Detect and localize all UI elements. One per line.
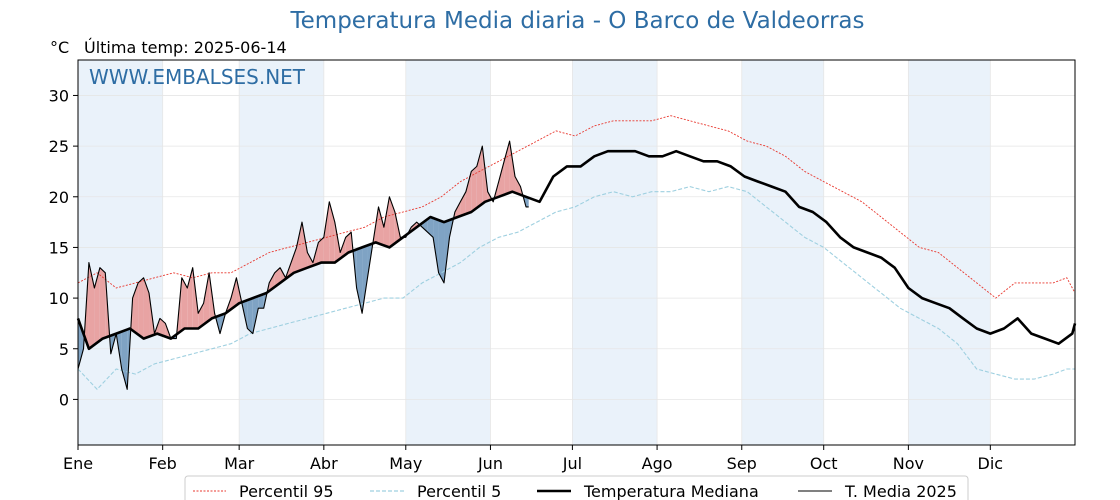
x-tick-label: May: [389, 454, 422, 473]
series-p95-line: [77, 115, 1076, 299]
x-tick-label: Jul: [562, 454, 582, 473]
series-lines: [76, 115, 1077, 391]
grid-lines: [77, 60, 1075, 445]
anomaly-area: [247, 298, 253, 334]
anomaly-area: [138, 277, 144, 339]
anomaly-area: [471, 166, 477, 212]
anomaly-area: [252, 296, 259, 334]
anomaly-area: [509, 141, 516, 193]
anomaly-area: [318, 237, 324, 264]
anomaly-area: [460, 191, 466, 217]
anomaly-area: [291, 247, 297, 275]
anomaly-area: [198, 303, 204, 329]
x-tick-label: Jun: [477, 454, 503, 473]
x-tick-label: Ene: [63, 454, 93, 473]
series-p5-line: [77, 186, 1075, 391]
anomaly-area: [187, 267, 193, 329]
anomaly-area: [504, 141, 510, 195]
anomaly-area: [181, 277, 188, 331]
anomaly-area: [515, 176, 521, 195]
anomaly-area: [230, 277, 237, 310]
anomaly-area: [323, 201, 330, 263]
y-unit-label: °C: [50, 38, 70, 57]
y-tick-label: 15: [49, 238, 69, 257]
anomaly-area: [378, 206, 384, 246]
legend-t2025-label: T. Media 2025: [844, 482, 957, 500]
anomaly-area: [94, 267, 100, 345]
y-tick-label: 30: [49, 86, 69, 105]
legend: Percentil 95 Percentil 5 Temperatura Med…: [184, 475, 969, 500]
x-axis: Ene Feb Mar Abr May Jun Jul Ago Sep Oct Nov Dic: [63, 445, 1003, 473]
legend-median-label: Temperatura Mediana: [583, 482, 759, 500]
anomaly-area: [258, 294, 264, 309]
y-axis: 0 5 10 15 20 25 30: [49, 86, 78, 409]
legend-box: [184, 475, 969, 500]
x-tick-label: Ago: [642, 454, 673, 473]
month-band-Mar: [239, 60, 324, 445]
series-t2025-line: [77, 140, 529, 390]
anomaly-area: [121, 329, 128, 390]
y-tick-label: 10: [49, 289, 69, 308]
anomaly-area: [296, 222, 302, 272]
watermark: WWW.EMBALSES.NET: [89, 65, 306, 89]
anomaly-area: [301, 222, 308, 270]
anomaly-area: [99, 267, 106, 341]
x-tick-label: Feb: [149, 454, 177, 473]
anomaly-area: [438, 220, 445, 283]
anomaly-area: [345, 232, 352, 255]
month-band-Sep: [741, 60, 824, 445]
anomaly-area: [329, 201, 335, 263]
anomaly-area: [465, 171, 472, 214]
anomaly-area: [433, 218, 439, 273]
anomaly-area: [498, 161, 505, 197]
anomaly-area: [525, 196, 529, 207]
x-tick-label: Abr: [310, 454, 338, 473]
x-tick-label: Oct: [810, 454, 838, 473]
y-tick-label: 5: [59, 340, 69, 359]
chart-title: Temperatura Media diaria - O Barco de Va…: [290, 8, 865, 34]
anomaly-area: [362, 245, 368, 314]
anomaly-area: [159, 318, 166, 337]
x-tick-label: Dic: [978, 454, 1004, 473]
anomaly-area: [383, 196, 390, 248]
month-band-Nov: [908, 60, 991, 445]
last-temp-label: Última temp: 2025-06-14: [84, 38, 287, 57]
legend-p5-label: Percentil 5: [417, 482, 501, 500]
y-tick-label: 25: [49, 137, 69, 156]
plot-frame: [77, 59, 1076, 446]
x-tick-label: Nov: [893, 454, 924, 473]
x-tick-label: Mar: [224, 454, 255, 473]
x-tick-label: Sep: [727, 454, 757, 473]
month-band-Jul: [572, 60, 658, 445]
anomaly-area: [203, 272, 210, 325]
y-tick-label: 20: [49, 188, 69, 207]
anomaly-area: [143, 277, 150, 339]
anomaly-area: [356, 247, 363, 314]
anomaly-area: [274, 267, 281, 287]
anomaly-area: [307, 252, 313, 268]
anomaly-area: [427, 218, 434, 238]
y-tick-label: 0: [59, 390, 69, 409]
month-band-Ene: [78, 60, 163, 445]
month-bands: [78, 60, 991, 445]
series-median-line: [76, 149, 1077, 351]
anomaly-area: [454, 201, 461, 219]
legend-p95-label: Percentil 95: [239, 482, 334, 500]
